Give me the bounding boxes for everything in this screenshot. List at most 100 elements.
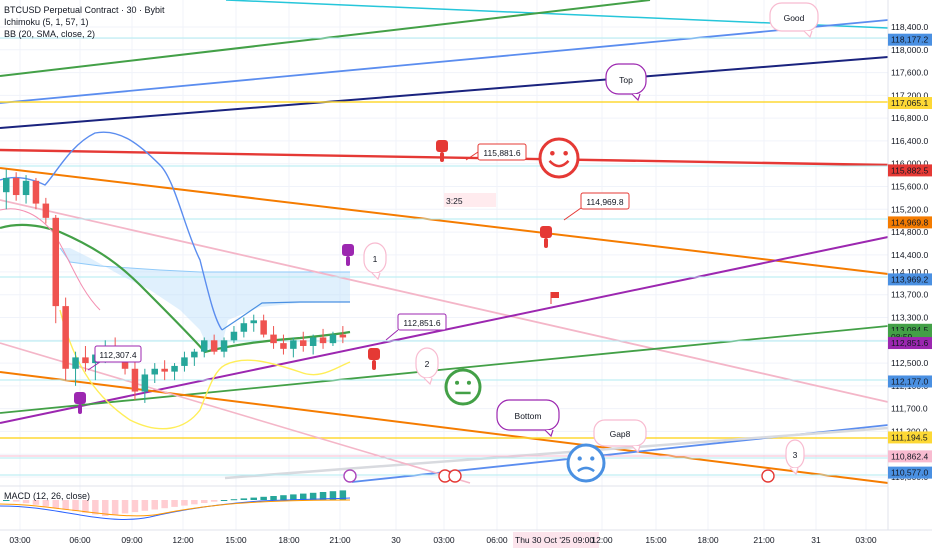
candle-body <box>339 334 347 338</box>
legend-bb[interactable]: BB (20, SMA, close, 2) <box>4 29 96 39</box>
macd-histogram-bar <box>181 500 188 506</box>
candle-body <box>250 320 257 324</box>
macd-histogram-bar <box>300 493 307 500</box>
happy-face-icon-eye <box>563 150 568 156</box>
senkou-span-b <box>221 301 350 331</box>
macd-histogram-bar <box>230 499 238 501</box>
candle-body <box>309 337 317 346</box>
price-tick-label: 116,800.0 <box>891 113 928 123</box>
price-badge <box>888 450 932 463</box>
good-label-bubble <box>769 2 819 32</box>
macd-histogram-bar <box>62 500 69 510</box>
macd-histogram-bar <box>72 500 79 512</box>
connector <box>87 361 101 371</box>
price-badge-label: 112,177.0 <box>891 376 928 386</box>
price-badge-label: 118,177.2 <box>891 35 928 45</box>
macd-histogram-bar <box>220 500 228 501</box>
price-tick-label: 116,400.0 <box>891 136 928 146</box>
legend-macd[interactable]: MACD (12, 26, close) <box>4 491 91 501</box>
candle-body <box>42 203 50 218</box>
price-badge <box>888 164 932 177</box>
hand-icon <box>436 140 448 152</box>
candle-body <box>300 340 307 346</box>
wave-3-label-tail <box>789 467 799 476</box>
price-label-112307-box <box>94 345 142 363</box>
price-tick-label: 112,500.0 <box>891 358 928 368</box>
candle-body <box>260 320 267 335</box>
macd-histogram-bar <box>111 500 119 515</box>
flag-event-icon <box>761 469 775 483</box>
candle-body <box>290 340 297 349</box>
macd-histogram-bar <box>319 492 327 500</box>
price-badge-label: 117,065.1 <box>891 98 928 108</box>
candle-body <box>329 334 337 344</box>
price-badge <box>888 33 932 46</box>
macd-histogram-bar <box>290 494 297 500</box>
time-tick-label: 03:00 <box>855 535 877 545</box>
time-tick-label: 15:00 <box>645 535 667 545</box>
grey-trendline <box>224 426 889 480</box>
time-tick-label: 21:00 <box>329 535 351 545</box>
time-axis[interactable]: 03:00 06:00 09:00 12:00 15:00 18:00 21:00 30 03:… <box>0 529 932 550</box>
candle-body <box>240 323 248 332</box>
macd-histogram-bar <box>280 495 287 500</box>
ichimoku-cloud <box>59 247 350 352</box>
price-badge-label: 112,851.6 <box>891 338 928 348</box>
price-tick-label: 113,300.0 <box>891 313 928 323</box>
macd-histogram-bar <box>22 500 30 504</box>
connector <box>385 329 399 341</box>
sad-face-icon-eye <box>590 456 595 461</box>
wave-3-label: 3 <box>793 450 798 460</box>
candle-body <box>32 180 40 204</box>
happy-face-icon-eye <box>550 150 555 156</box>
price-label-115881: 115,881.6 <box>483 148 520 158</box>
price-badge-label: 111,194.5 <box>891 432 928 442</box>
macd-histogram-bar <box>339 490 347 500</box>
macd-histogram-bar <box>141 500 149 511</box>
candle-body <box>280 343 287 349</box>
good-label: Good <box>784 13 805 23</box>
price-badge <box>888 375 932 388</box>
hand-icon <box>368 348 380 360</box>
hand-icon <box>540 226 552 238</box>
price-label-114969-box <box>580 192 630 210</box>
candle-body <box>171 365 178 372</box>
neutral-face-icon-eye <box>455 380 460 385</box>
time-axis-background <box>0 530 932 550</box>
legend-ichimoku[interactable]: Ichimoku (5, 1, 57, 1) <box>4 17 89 27</box>
price-tick-label: 115,600.0 <box>891 181 928 191</box>
connector <box>465 151 479 161</box>
wave-2-label-tail <box>423 377 433 386</box>
lightning-event-icon <box>343 469 357 483</box>
indicator-lines <box>0 131 351 430</box>
macd-histogram-bar <box>329 491 337 500</box>
candle-body <box>270 334 277 344</box>
candle-body <box>161 368 168 372</box>
price-tick-label: 115,200.0 <box>891 204 928 214</box>
time-tick-label: 30 <box>391 535 401 545</box>
candle-body <box>22 180 30 196</box>
macd-histogram-bar <box>151 500 158 510</box>
macd-histogram-bar <box>131 500 139 513</box>
price-axis[interactable]: 118,400.0118,200.0118,000.0117,600.0117,… <box>887 0 932 550</box>
orange-upper-trendline <box>0 167 889 275</box>
price-badge <box>888 216 932 229</box>
sad-face-icon <box>566 443 606 483</box>
pink-lower-trendline <box>0 342 471 484</box>
candles <box>3 169 347 403</box>
price-label-114969: 114,969.8 <box>586 197 623 207</box>
macd-histogram-bar <box>52 500 59 508</box>
macd-histogram-bar <box>32 500 40 505</box>
candle-body <box>82 357 89 364</box>
candle-body <box>210 340 218 352</box>
bollinger-basis <box>0 223 351 354</box>
price-label-112851: 112,851.6 <box>403 318 440 328</box>
drawings: Good Top 1 2 3 Bottom Gap8 115,881.6 114,969.8 11… <box>74 2 819 483</box>
price-badge-label: 113,084.5 <box>891 325 928 335</box>
price-tick-label: 117,200.0 <box>891 90 928 100</box>
gap8-label: Gap8 <box>610 429 631 439</box>
macd-histogram-bar <box>270 496 277 500</box>
legend-title[interactable]: BTCUSD Perpetual Contract · 30 · Bybit <box>4 5 165 15</box>
price-tick-label: 116,000.0 <box>891 159 928 169</box>
